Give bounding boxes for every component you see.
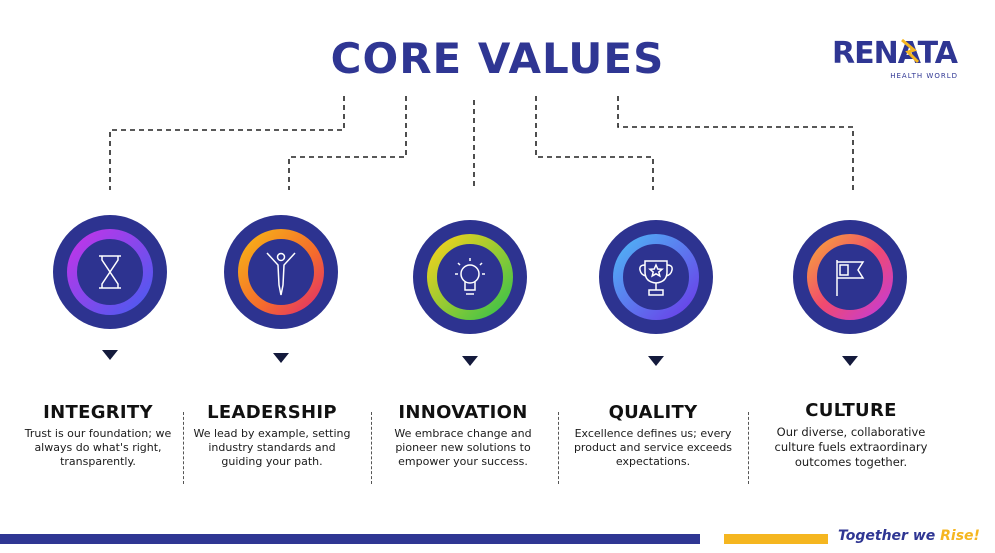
quality-icon-circle: [599, 220, 713, 334]
footer-tagline: Together we Rise!: [838, 528, 980, 544]
tagline-part-2: we: [912, 528, 941, 544]
integrity-pointer-icon: [102, 350, 118, 360]
value-description: Our diverse, collaborative culture fuels…: [774, 425, 928, 469]
connector-integrity: [109, 96, 345, 190]
value-description: We lead by example, setting industry sta…: [193, 427, 351, 468]
connector-culture: [617, 96, 854, 190]
value-leadership: LEADERSHIP We lead by example, setting i…: [192, 402, 352, 469]
value-heading: LEADERSHIP: [207, 402, 337, 423]
tagline-part-3: Rise!: [940, 528, 980, 544]
value-description: Excellence defines us; every product and…: [573, 427, 733, 468]
value-innovation: INNOVATION We embrace change and pioneer…: [380, 402, 546, 469]
connector-quality: [535, 96, 654, 190]
divider: [558, 412, 559, 484]
value-heading: CULTURE: [805, 400, 897, 421]
innovation-pointer-icon: [462, 356, 478, 366]
culture-pointer-icon: [842, 356, 858, 366]
hourglass-icon: [99, 255, 121, 289]
footer-bar-gold: [724, 534, 828, 544]
brand-logo: RENATA HEALTH WORLD: [832, 36, 964, 86]
integrity-icon-circle: [53, 215, 167, 329]
value-integrity: INTEGRITY Trust is our foundation; we al…: [18, 402, 178, 469]
value-description: Trust is our foundation; we always do wh…: [24, 427, 172, 468]
lightbulb-icon: [455, 258, 485, 295]
tagline-part-1: Together: [838, 528, 913, 544]
connector-leadership: [288, 96, 407, 190]
divider: [183, 412, 184, 484]
value-heading: INTEGRITY: [43, 402, 153, 423]
quality-pointer-icon: [648, 356, 664, 366]
value-culture: CULTURE Our diverse, collaborative cultu…: [768, 400, 934, 470]
divider: [371, 412, 372, 484]
trophy-star-icon: [639, 260, 673, 296]
logo-wordmark: RENATA: [832, 36, 958, 71]
footer-bar-blue: [0, 534, 700, 544]
innovation-icon-circle: [413, 220, 527, 334]
page-title: CORE VALUES: [330, 34, 665, 83]
logo-subtitle: HEALTH WORLD: [890, 72, 958, 80]
culture-icon-circle: [793, 220, 907, 334]
value-quality: QUALITY Excellence defines us; every pro…: [570, 402, 736, 469]
leader-figure-icon: [266, 252, 296, 296]
flag-icon: [836, 260, 865, 296]
leadership-pointer-icon: [273, 353, 289, 363]
logo-swoosh-icon: [901, 38, 920, 64]
leadership-icon-circle: [224, 215, 338, 329]
divider: [748, 412, 749, 484]
value-heading: QUALITY: [608, 402, 698, 423]
value-description: We embrace change and pioneer new soluti…: [394, 427, 532, 468]
value-heading: INNOVATION: [398, 402, 528, 423]
